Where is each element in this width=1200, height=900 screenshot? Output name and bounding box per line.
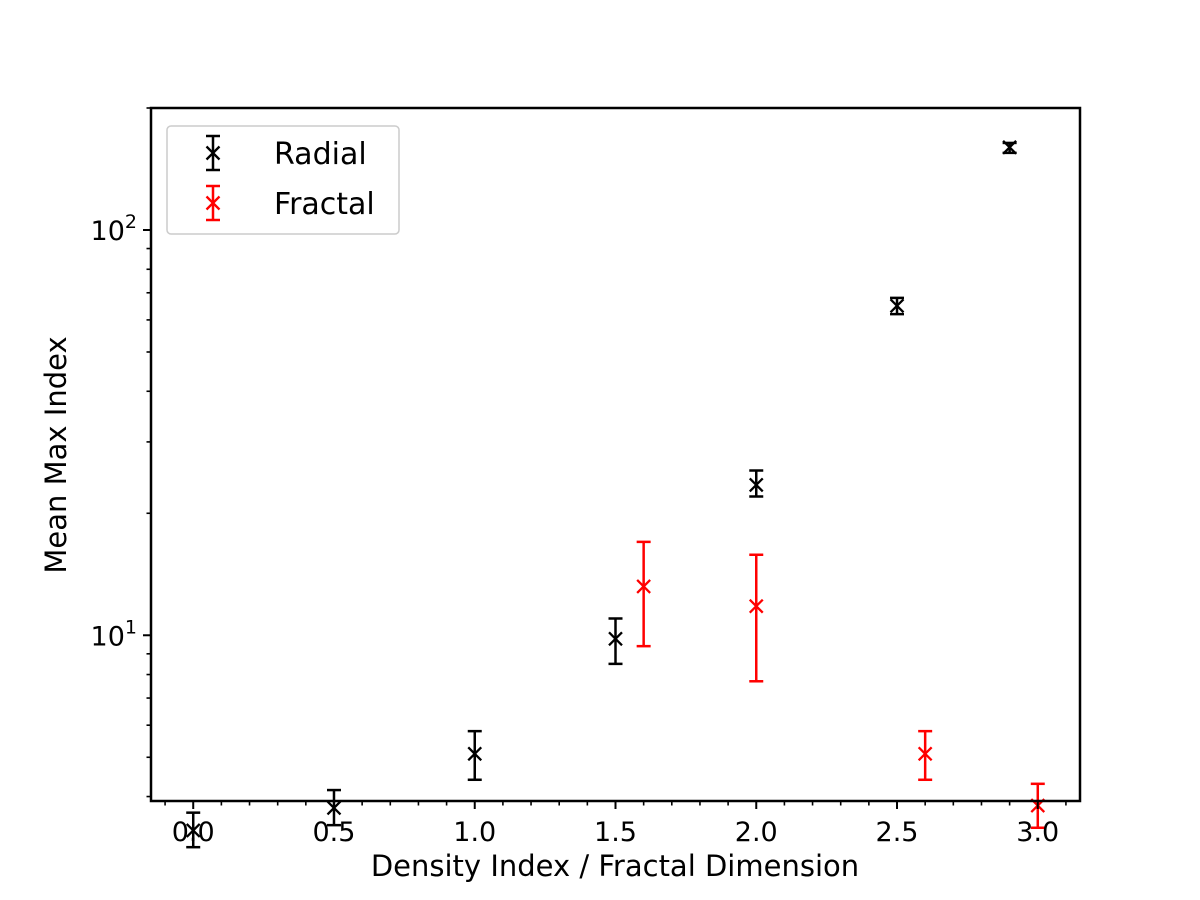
data-point-0-3 bbox=[608, 617, 623, 666]
x-marker bbox=[467, 746, 483, 762]
data-point-0-4 bbox=[748, 469, 764, 498]
data-point-0-2 bbox=[467, 729, 483, 782]
x-marker bbox=[205, 195, 221, 211]
x-tick-label: 1.0 bbox=[453, 817, 496, 848]
legend-label: Radial bbox=[274, 137, 367, 172]
x-tick-label: 2.0 bbox=[735, 817, 778, 848]
x-marker bbox=[205, 145, 221, 161]
y-axis-label: Mean Max Index bbox=[39, 336, 73, 573]
legend-entry-fractal: Fractal bbox=[205, 184, 375, 222]
axis-ticks: 0.0 0.5 1.0 1.5 2.0 2.5 3.0 101 102 bbox=[91, 107, 1067, 848]
y-tick-label: 101 bbox=[91, 616, 137, 652]
y-tick-label: 102 bbox=[91, 211, 137, 247]
data-point-1-0 bbox=[636, 540, 651, 648]
x-marker bbox=[889, 298, 905, 314]
legend-box bbox=[166, 125, 400, 235]
data-point-1-2 bbox=[917, 729, 933, 782]
legend-label: Fractal bbox=[274, 187, 375, 222]
data-point-legend-1 bbox=[205, 184, 221, 222]
x-tick-label: 1.5 bbox=[594, 817, 637, 848]
plot-marks bbox=[185, 139, 1046, 849]
x-marker bbox=[608, 631, 623, 647]
data-point-0-6 bbox=[1002, 139, 1017, 155]
x-axis-label: Density Index / Fractal Dimension bbox=[371, 849, 859, 883]
data-point-legend-0 bbox=[205, 134, 221, 172]
legend: Radial Fractal bbox=[166, 125, 400, 235]
x-tick-label: 3.0 bbox=[1016, 817, 1059, 848]
x-tick-label: 2.5 bbox=[876, 817, 919, 848]
data-point-1-1 bbox=[748, 553, 764, 683]
x-marker bbox=[748, 598, 764, 614]
series-radial bbox=[185, 139, 1017, 849]
x-marker bbox=[917, 746, 933, 762]
data-point-0-0 bbox=[185, 811, 201, 849]
legend-entry-radial: Radial bbox=[205, 134, 367, 172]
x-marker bbox=[1002, 139, 1017, 155]
x-tick-label: 0.0 bbox=[172, 817, 215, 848]
x-marker bbox=[636, 579, 651, 594]
series-fractal bbox=[636, 540, 1046, 830]
data-point-0-5 bbox=[889, 296, 905, 316]
x-marker bbox=[185, 823, 201, 838]
x-tick-label: 0.5 bbox=[313, 817, 356, 848]
x-marker bbox=[748, 477, 764, 493]
